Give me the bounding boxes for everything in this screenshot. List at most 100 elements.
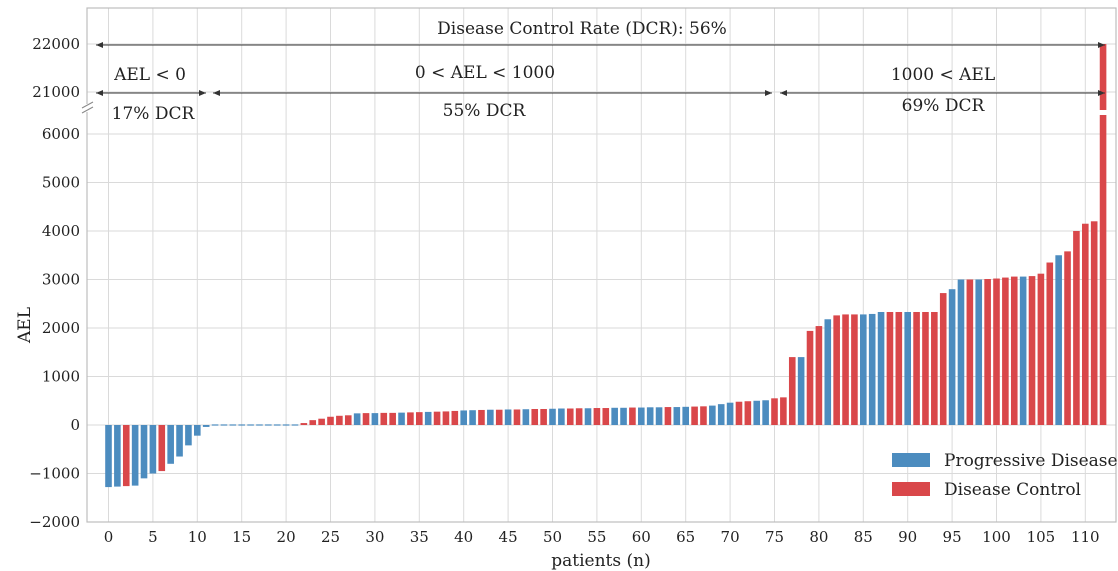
bar: [424, 411, 432, 425]
y-tick-label: 6000: [42, 125, 80, 143]
bar: [851, 314, 858, 425]
x-tick-label: 10: [188, 528, 207, 546]
bar: [646, 407, 654, 425]
bar: [575, 408, 583, 425]
bar: [469, 410, 476, 425]
bar: [806, 330, 814, 425]
y-tick-label: 5000: [42, 174, 80, 192]
bar: [1028, 276, 1036, 425]
bar: [309, 420, 317, 425]
bar: [442, 411, 450, 425]
bar: [371, 413, 379, 425]
bars: [105, 44, 1107, 488]
bar: [584, 408, 592, 425]
bar: [105, 425, 112, 488]
bar: [993, 278, 1000, 425]
bar: [620, 407, 627, 425]
x-axis-title: patients (n): [551, 551, 650, 571]
bar: [220, 424, 228, 426]
bar: [336, 415, 343, 425]
bar: [495, 409, 503, 425]
bar: [593, 408, 601, 425]
bar: [1082, 223, 1089, 425]
x-tick-label: 20: [277, 528, 296, 546]
y-tick-label: 2000: [42, 319, 80, 337]
bar: [611, 407, 618, 425]
bar: [868, 313, 876, 425]
bar: [709, 405, 716, 425]
bar: [531, 408, 539, 425]
y-tick-label: 21000: [32, 83, 80, 101]
bar: [691, 406, 698, 425]
bar: [202, 425, 210, 427]
bar: [140, 425, 148, 479]
x-tick-label: 35: [410, 528, 429, 546]
bar: [957, 279, 965, 425]
bar: [558, 408, 565, 425]
legend-swatch-progressive: [892, 453, 930, 467]
bar: [185, 425, 192, 446]
bar: [939, 293, 947, 425]
bar: [771, 398, 778, 425]
x-tick-label: 95: [943, 528, 962, 546]
x-tick-label: 40: [454, 528, 473, 546]
bar: [318, 418, 325, 425]
bar: [948, 289, 956, 425]
y-tick-label: −1000: [29, 465, 80, 483]
bar: [451, 410, 459, 425]
bar: [211, 424, 219, 426]
bar: [549, 408, 556, 425]
bar: [913, 311, 920, 425]
bar: [762, 400, 769, 425]
bar: [797, 357, 805, 425]
bar: [513, 409, 521, 425]
bar: [1055, 255, 1062, 425]
x-tick-label: 105: [1027, 528, 1056, 546]
bar: [344, 415, 352, 425]
bar: [895, 311, 903, 425]
bar: [362, 413, 370, 425]
bar: [398, 412, 405, 425]
x-tick-label: 70: [721, 528, 740, 546]
bar: [824, 319, 832, 425]
bar: [291, 424, 299, 426]
bar: [1090, 221, 1098, 425]
axis-break: [81, 101, 94, 114]
bar: [877, 311, 885, 425]
bar: [504, 409, 512, 425]
bar: [380, 412, 388, 425]
x-tick-label: 55: [587, 528, 606, 546]
x-tick-label: 80: [809, 528, 828, 546]
overall-dcr-label: Disease Control Rate (DCR): 56%: [437, 19, 727, 39]
x-tick-label: 0: [104, 528, 114, 546]
legend-label-progressive: Progressive Disease: [944, 451, 1118, 471]
gridlines: [87, 8, 1116, 523]
x-tick-label: 90: [898, 528, 917, 546]
x-tick-label: 15: [232, 528, 251, 546]
bar: [131, 425, 139, 486]
bar: [487, 409, 494, 425]
legend-label-control: Disease Control: [944, 480, 1081, 500]
bar: [265, 424, 272, 426]
bar: [167, 425, 174, 464]
bar: [158, 425, 166, 472]
x-tick-label: 65: [676, 528, 695, 546]
bar: [664, 407, 672, 425]
x-tick-label: 50: [543, 528, 562, 546]
legend: Progressive Disease Disease Control: [892, 451, 1118, 500]
bar: [753, 400, 761, 425]
bar: [540, 408, 547, 425]
bar: [673, 407, 681, 425]
y-tick-label: −2000: [29, 513, 80, 531]
y-tick-label: 22000: [32, 35, 80, 53]
bar: [717, 404, 725, 425]
bar: [842, 314, 849, 425]
group2-dcr: 55% DCR: [443, 101, 527, 121]
annotations: Disease Control Rate (DCR): 56% AEL < 0 …: [96, 19, 1105, 124]
legend-swatch-control: [892, 482, 930, 496]
bar: [282, 424, 290, 426]
group1-dcr: 17% DCR: [112, 104, 196, 124]
bar: [433, 411, 441, 425]
bar: [566, 408, 574, 425]
